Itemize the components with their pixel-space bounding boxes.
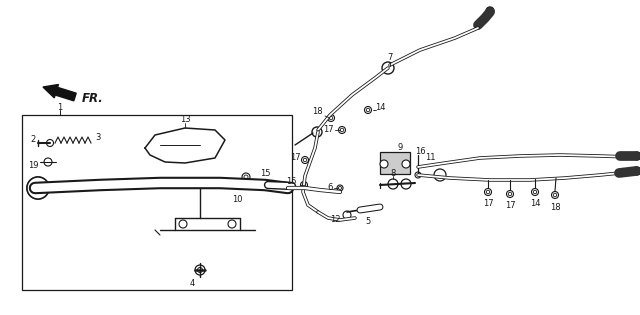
Circle shape	[484, 188, 492, 196]
Circle shape	[382, 62, 394, 74]
Text: 14: 14	[530, 199, 540, 209]
Circle shape	[337, 185, 343, 191]
Circle shape	[365, 106, 371, 113]
Circle shape	[401, 179, 411, 189]
Circle shape	[195, 265, 205, 275]
Text: 13: 13	[180, 116, 190, 124]
Circle shape	[328, 114, 335, 122]
Circle shape	[198, 267, 202, 272]
Circle shape	[388, 179, 398, 189]
Circle shape	[312, 127, 322, 137]
Circle shape	[44, 158, 52, 166]
Circle shape	[633, 152, 640, 160]
Circle shape	[244, 175, 248, 179]
Text: 3: 3	[95, 134, 100, 142]
Circle shape	[339, 127, 346, 134]
Circle shape	[552, 192, 559, 198]
Text: 6: 6	[327, 184, 333, 192]
Circle shape	[415, 172, 421, 178]
Text: 12: 12	[330, 215, 340, 225]
Text: 9: 9	[397, 144, 403, 152]
Text: FR.: FR.	[82, 91, 104, 105]
Circle shape	[486, 190, 490, 194]
Text: 5: 5	[365, 217, 371, 226]
Circle shape	[179, 220, 187, 228]
Circle shape	[329, 116, 333, 120]
Text: 1: 1	[58, 102, 63, 112]
Circle shape	[302, 183, 306, 187]
Circle shape	[434, 169, 446, 181]
Bar	[22, 115, 292, 290]
Circle shape	[303, 158, 307, 162]
Circle shape	[506, 191, 513, 198]
Text: 7: 7	[387, 53, 393, 61]
Circle shape	[486, 7, 494, 15]
Circle shape	[27, 177, 49, 199]
Bar	[380, 152, 410, 174]
Circle shape	[533, 190, 537, 194]
Circle shape	[633, 167, 640, 175]
Circle shape	[380, 160, 388, 168]
Text: 11: 11	[425, 152, 435, 162]
Text: 17: 17	[323, 125, 333, 135]
Circle shape	[301, 157, 308, 163]
Text: 17: 17	[290, 152, 300, 162]
Circle shape	[553, 193, 557, 197]
Text: 15: 15	[260, 169, 270, 177]
Circle shape	[47, 140, 54, 146]
Circle shape	[27, 177, 49, 199]
Text: 8: 8	[390, 169, 396, 177]
Circle shape	[242, 173, 250, 181]
Text: 16: 16	[415, 147, 426, 157]
Text: 4: 4	[189, 278, 195, 288]
Text: 18: 18	[550, 203, 560, 211]
Circle shape	[508, 192, 512, 196]
Text: 2: 2	[30, 135, 36, 145]
Circle shape	[402, 160, 410, 168]
Circle shape	[339, 186, 342, 190]
Circle shape	[343, 211, 351, 219]
Circle shape	[340, 128, 344, 132]
Circle shape	[228, 220, 236, 228]
Text: 15: 15	[285, 177, 296, 186]
Text: 10: 10	[232, 194, 243, 203]
Text: 17: 17	[483, 199, 493, 209]
Circle shape	[366, 108, 370, 112]
Text: 19: 19	[28, 161, 38, 169]
Text: 14: 14	[375, 102, 385, 112]
Circle shape	[531, 188, 538, 196]
FancyArrow shape	[43, 84, 76, 101]
Text: 18: 18	[312, 107, 323, 117]
Circle shape	[301, 181, 307, 188]
Text: 17: 17	[505, 202, 515, 210]
